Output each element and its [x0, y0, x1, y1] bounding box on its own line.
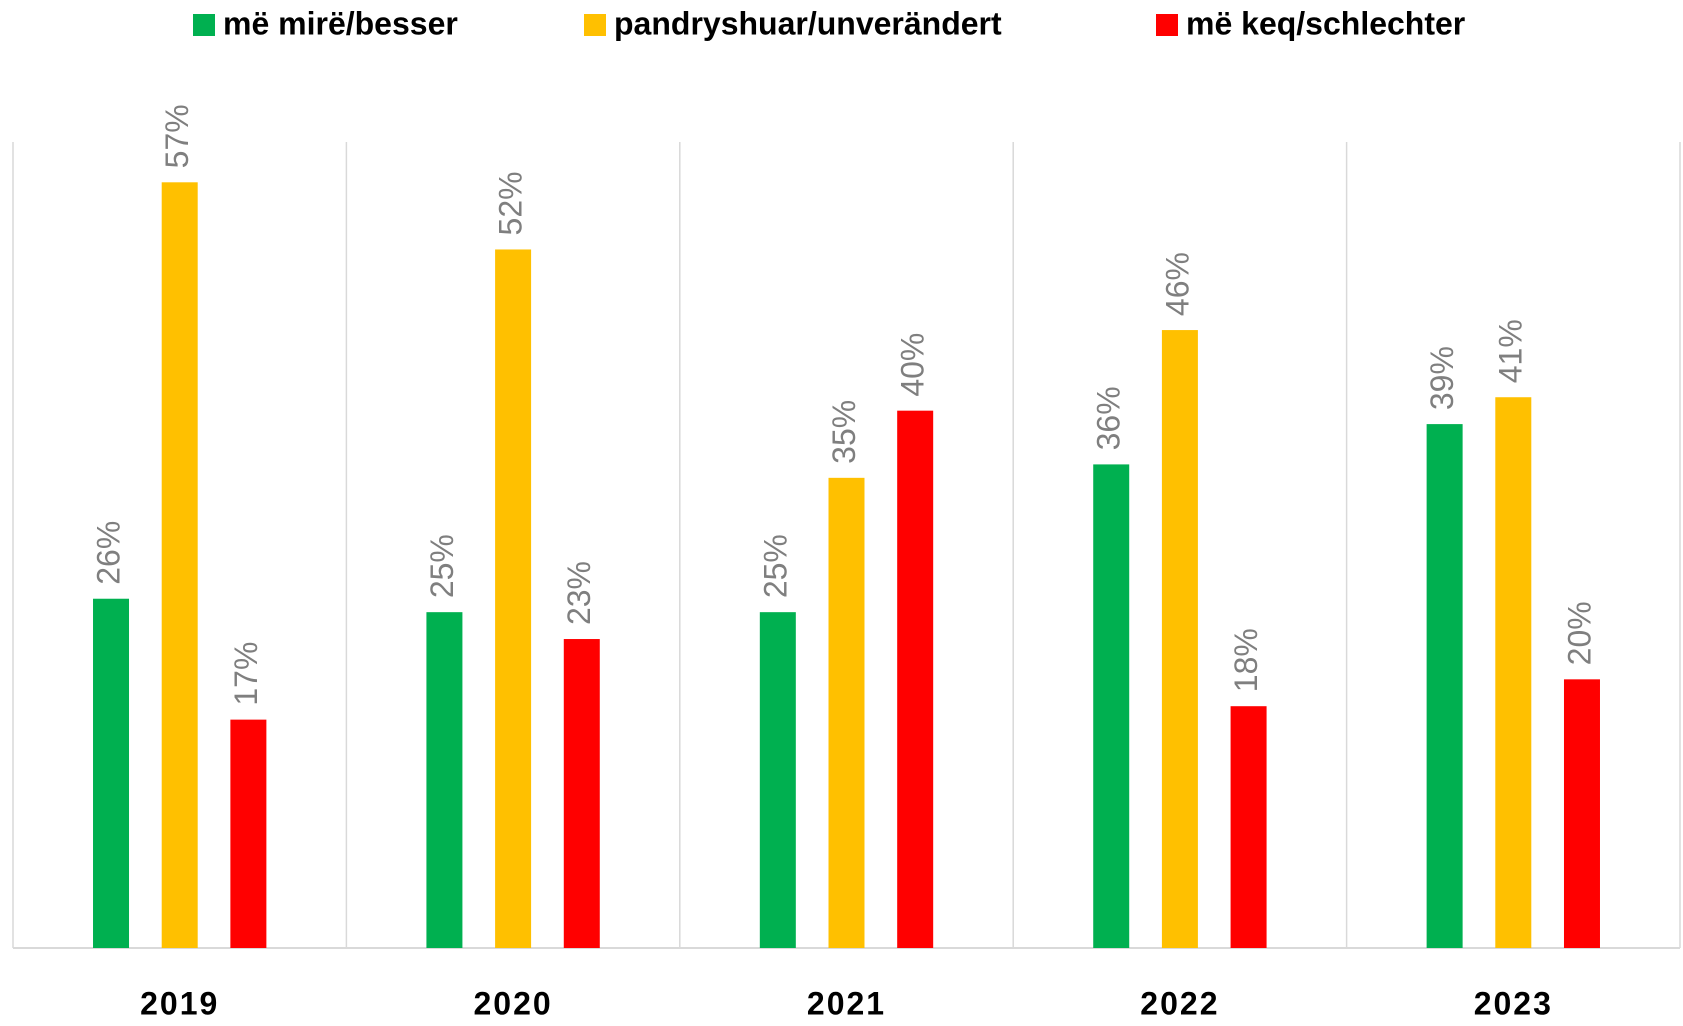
bar	[1426, 424, 1463, 949]
x-tick-label: 2021	[807, 985, 886, 1021]
bar	[495, 249, 532, 948]
data-label: 41%	[1493, 319, 1529, 383]
data-label: 36%	[1091, 386, 1127, 450]
x-tick-label: 2023	[1474, 985, 1553, 1021]
data-label: 20%	[1561, 601, 1597, 665]
legend-label: pandryshuar/unverändert	[614, 5, 1002, 41]
bar	[1230, 706, 1267, 948]
data-label: 46%	[1159, 252, 1195, 316]
legend-swatch	[1156, 14, 1178, 36]
data-label: 17%	[228, 642, 264, 706]
bar	[828, 477, 865, 948]
data-label: 52%	[493, 171, 529, 235]
data-label: 18%	[1228, 628, 1264, 692]
legend-label: më keq/schlechter	[1186, 5, 1465, 41]
x-tick-label: 2022	[1140, 985, 1219, 1021]
data-label: 57%	[159, 104, 195, 168]
data-label: 35%	[826, 400, 862, 464]
bar	[1495, 397, 1532, 948]
bar	[426, 612, 463, 948]
legend-label: më mirë/besser	[223, 5, 458, 41]
bar	[1161, 330, 1198, 949]
bar	[897, 410, 934, 949]
bar	[93, 598, 130, 948]
bar	[1093, 464, 1130, 948]
bar	[563, 639, 600, 948]
bar	[161, 182, 198, 949]
data-label: 25%	[424, 534, 460, 598]
bar	[759, 612, 796, 948]
x-tick-label: 2019	[140, 985, 219, 1021]
data-label: 23%	[561, 561, 597, 625]
bar	[230, 719, 267, 948]
data-label: 40%	[895, 333, 931, 397]
data-label: 25%	[757, 534, 793, 598]
legend-swatch	[584, 14, 606, 36]
data-label: 26%	[90, 521, 126, 585]
bar	[1563, 679, 1600, 948]
legend-swatch	[193, 14, 215, 36]
data-label: 39%	[1424, 346, 1460, 410]
x-tick-label: 2020	[474, 985, 553, 1021]
